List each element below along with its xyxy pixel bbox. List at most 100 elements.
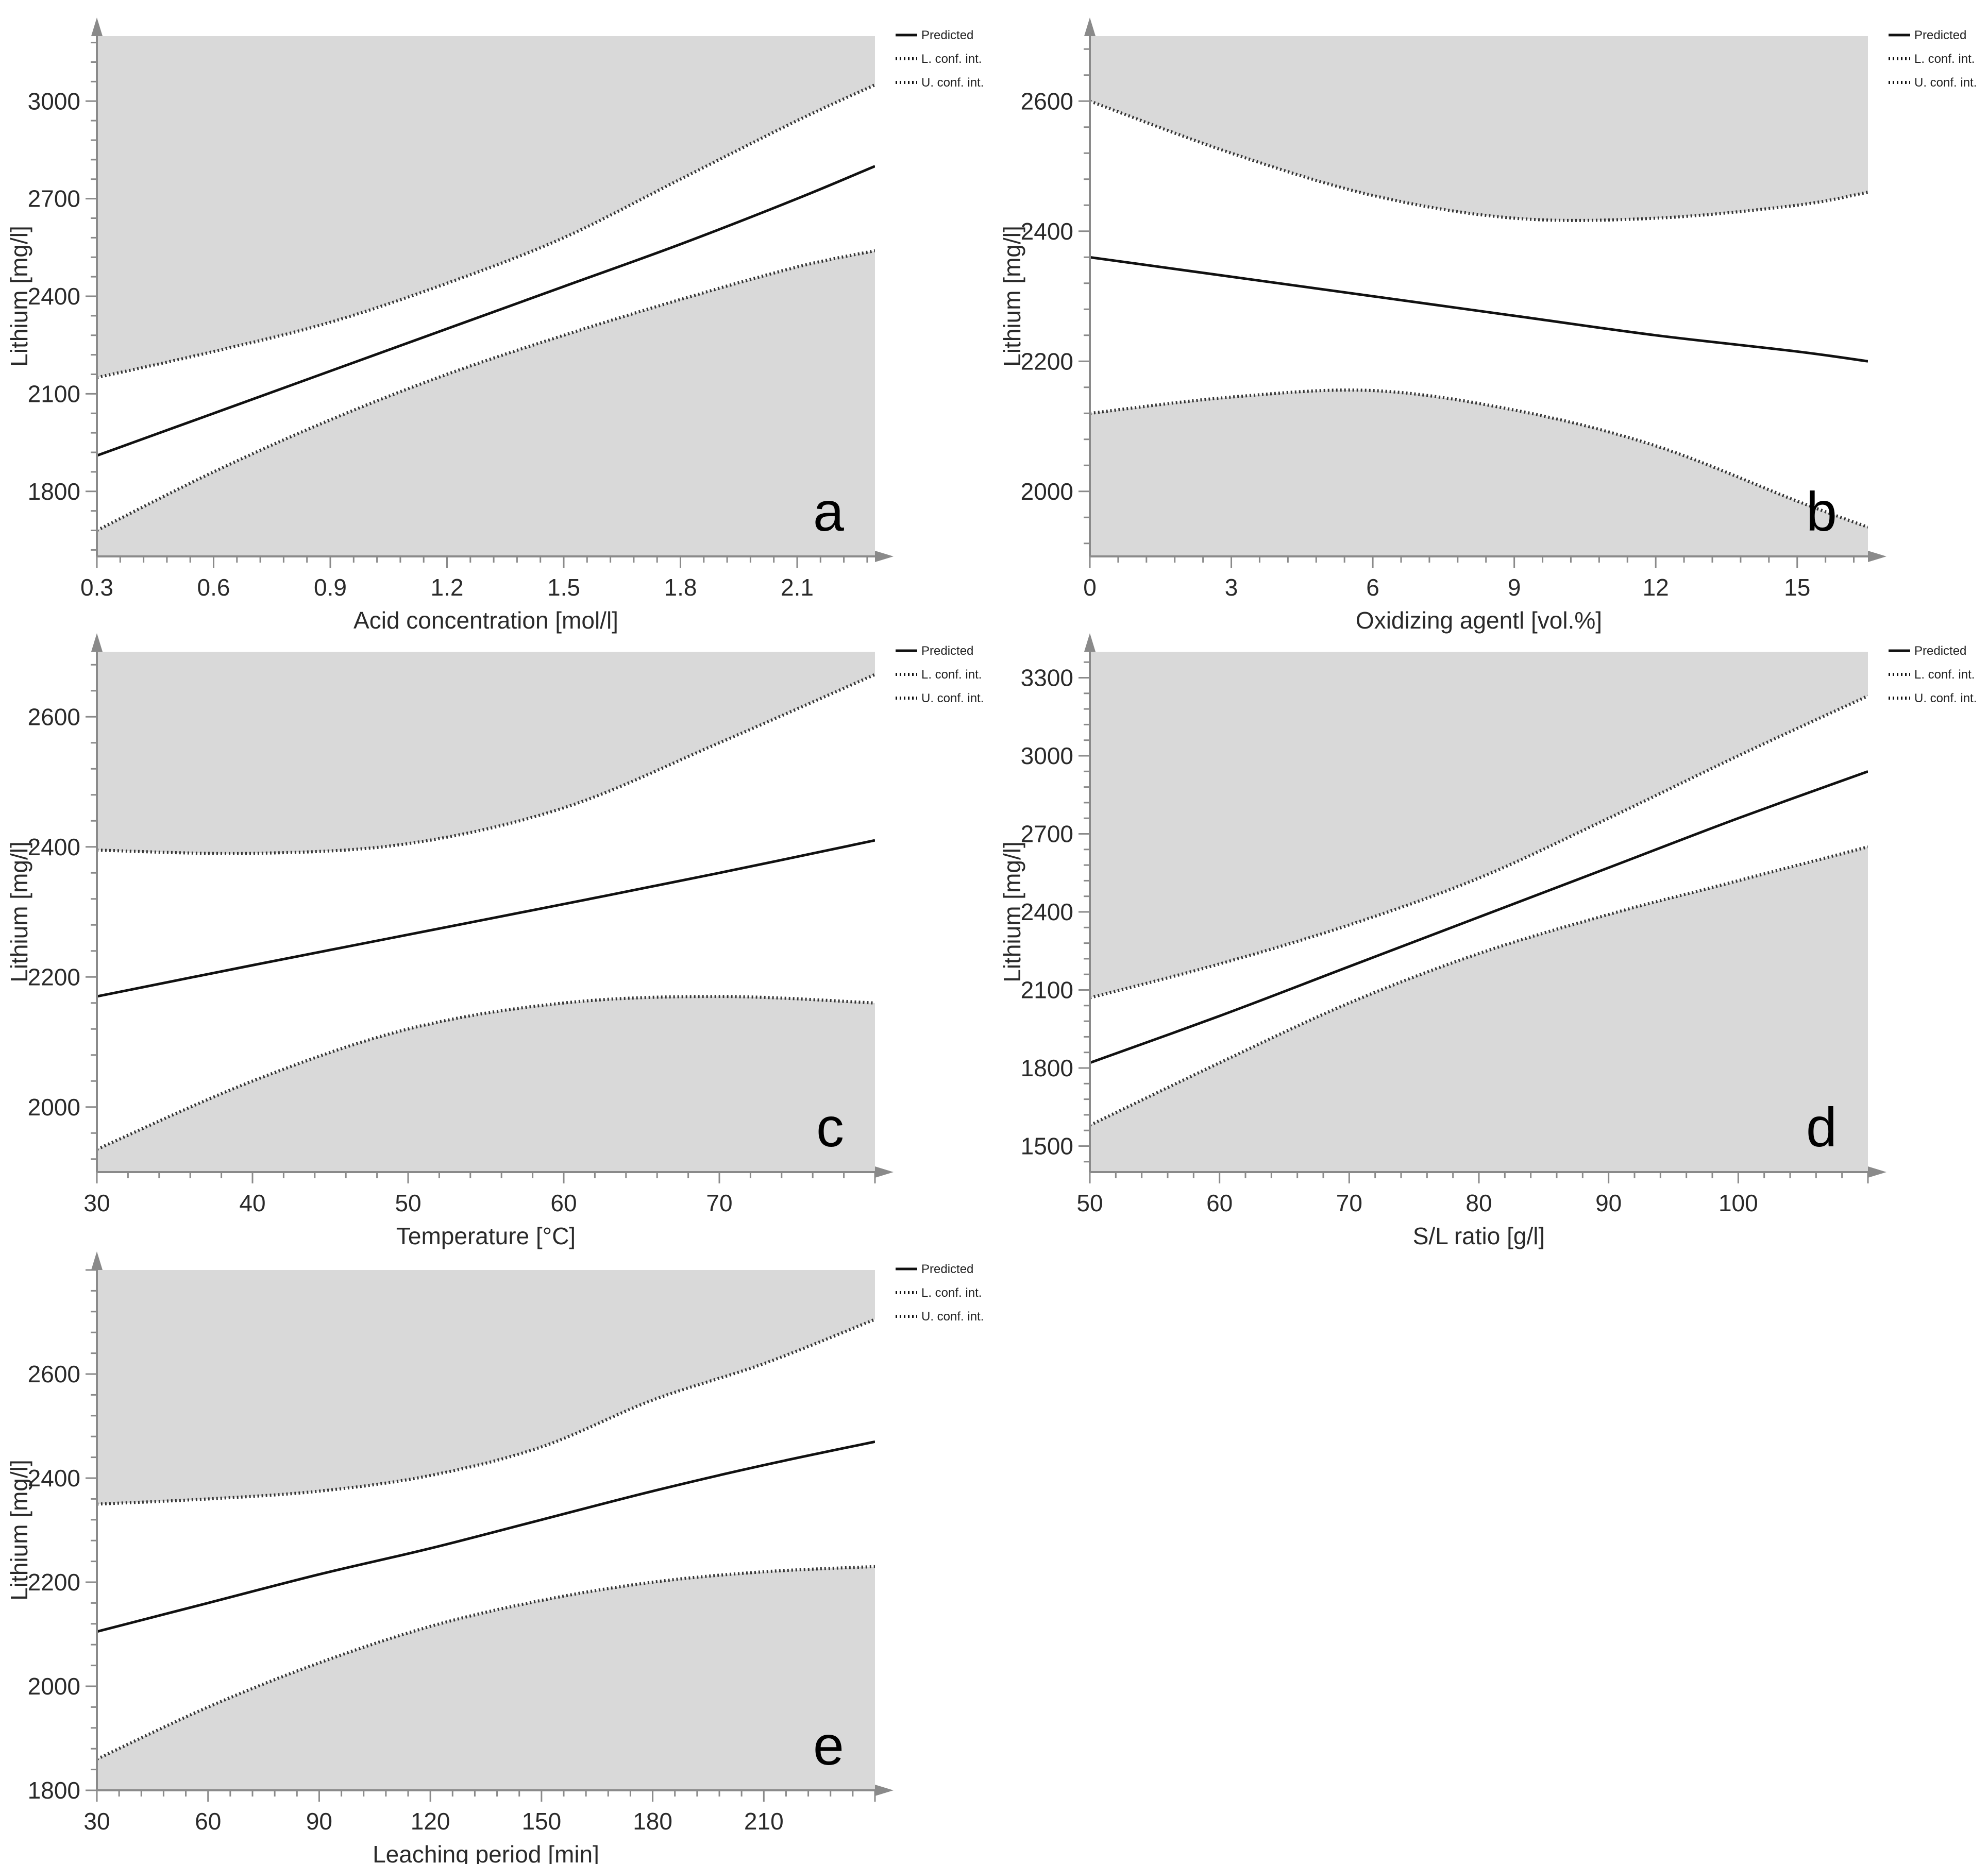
series-lower-conf	[1090, 845, 1868, 1127]
x-tick-label: 30	[83, 1808, 110, 1835]
series-lower-conf	[97, 1565, 875, 1761]
x-axis-label: Oxidizing agentl [vol.%]	[1356, 607, 1602, 634]
y-axis-label: Lithium [mg/l]	[999, 841, 1025, 982]
y-tick-label: 1800	[28, 478, 80, 505]
y-tick-label: 2700	[1021, 821, 1073, 848]
y-tick-label: 2000	[28, 1094, 80, 1121]
legend-entry: Predicted	[921, 28, 973, 42]
confidence-band	[97, 674, 875, 1149]
y-axis-arrow-icon	[1084, 633, 1096, 652]
x-tick-label: 70	[1336, 1190, 1362, 1216]
x-tick-label: 1.8	[664, 574, 697, 601]
y-axis-arrow-icon	[1084, 18, 1096, 36]
x-axis-arrow-icon	[875, 1166, 894, 1178]
legend-entry: L. conf. int.	[921, 52, 982, 66]
y-tick-label: 2100	[1021, 977, 1073, 1004]
x-tick-label: 60	[550, 1190, 577, 1216]
chart-panel-d: 50 60 70 80 90 100 1500 1800 2100 2400 2700 3000 330…	[999, 633, 1977, 1249]
y-tick-label: 2400	[28, 1465, 80, 1492]
x-tick-label: 0.9	[314, 574, 347, 601]
y-tick-label: 3000	[28, 88, 80, 114]
legend-entry: Predicted	[1914, 28, 1966, 42]
y-tick-label: 2200	[28, 963, 80, 990]
y-tick-label: 1500	[1021, 1133, 1073, 1160]
panel-letter: a	[813, 480, 845, 543]
series-lower-conf	[97, 249, 875, 532]
x-tick-label: 70	[706, 1190, 732, 1216]
y-tick-label: 2400	[28, 283, 80, 310]
chart-panel-b: 0 3 6 9 12 15 2000 2200 2400 2600 Oxidizing agentl…	[999, 18, 1977, 634]
x-axis-label: S/L ratio [g/l]	[1413, 1223, 1545, 1249]
panel-letter: e	[813, 1714, 844, 1776]
series-upper-conf	[1090, 99, 1868, 222]
confidence-band	[97, 84, 875, 531]
x-tick-label: 80	[1465, 1190, 1492, 1216]
x-tick-label: 60	[195, 1808, 221, 1835]
y-axis-arrow-icon	[91, 1251, 103, 1270]
x-tick-label: 3	[1225, 574, 1238, 601]
x-tick-label: 60	[1206, 1190, 1233, 1216]
x-tick-label: 150	[521, 1808, 561, 1835]
x-tick-label: 6	[1366, 574, 1379, 601]
y-tick-label: 2400	[1021, 218, 1073, 245]
x-tick-label: 210	[744, 1808, 784, 1835]
x-tick-label: 40	[239, 1190, 265, 1216]
x-tick-label: 120	[411, 1808, 450, 1835]
legend-entry: L. conf. int.	[1914, 52, 1975, 66]
series-lower-conf	[97, 995, 875, 1151]
series-predicted	[1090, 256, 1868, 363]
y-axis-arrow-icon	[91, 633, 103, 652]
x-tick-label: 180	[633, 1808, 672, 1835]
y-tick-label: 3000	[1021, 742, 1073, 769]
legend-entry: Predicted	[921, 1262, 973, 1276]
x-tick-label: 0.6	[197, 574, 230, 601]
confidence-band	[1090, 101, 1868, 528]
x-axis-arrow-icon	[875, 551, 894, 562]
y-tick-label: 2000	[1021, 478, 1073, 505]
x-tick-label: 0	[1083, 574, 1097, 601]
x-tick-label: 50	[1076, 1190, 1103, 1216]
chart-panel-e: 30 60 90 120 150 180 210 1800 2000 2200 2400 2600 Le…	[6, 1251, 984, 1864]
legend-entry: U. conf. int.	[921, 691, 984, 705]
legend-entry: L. conf. int.	[921, 668, 982, 682]
x-tick-label: 50	[395, 1190, 421, 1216]
y-tick-label: 2200	[28, 1569, 80, 1596]
y-axis-label: Lithium [mg/l]	[6, 841, 32, 982]
y-axis-label: Lithium [mg/l]	[6, 1460, 32, 1601]
confidence-band	[1090, 696, 1868, 1126]
x-tick-label: 1.5	[547, 574, 580, 601]
legend-entry: U. conf. int.	[1914, 76, 1977, 90]
legend-entry: L. conf. int.	[921, 1286, 982, 1300]
x-tick-label: 15	[1784, 574, 1810, 601]
confidence-band	[97, 1319, 875, 1759]
x-tick-label: 0.3	[80, 574, 113, 601]
y-axis-label: Lithium [mg/l]	[999, 226, 1025, 367]
y-axis-label: Lithium [mg/l]	[6, 226, 32, 367]
chart-panel-a: 0.3 0.6 0.9 1.2 1.5 1.8 2.1 1800 2100 2400 2700 300…	[6, 18, 984, 634]
legend-entry: U. conf. int.	[921, 76, 984, 90]
x-tick-label: 30	[83, 1190, 110, 1216]
y-tick-label: 2000	[28, 1673, 80, 1700]
legend-entry: L. conf. int.	[1914, 668, 1975, 682]
x-axis-arrow-icon	[1868, 1166, 1886, 1178]
x-tick-label: 100	[1719, 1190, 1758, 1216]
series-predicted	[97, 839, 875, 998]
y-tick-label: 3300	[1021, 665, 1073, 691]
x-axis-label: Leaching period [min]	[373, 1841, 599, 1864]
y-tick-label: 2600	[1021, 88, 1073, 114]
panel-letter: d	[1806, 1096, 1837, 1158]
series-predicted	[97, 165, 875, 457]
panel-letter: b	[1806, 480, 1837, 543]
x-axis-label: Acid concentration [mol/l]	[353, 607, 618, 634]
x-tick-label: 12	[1643, 574, 1669, 601]
y-tick-label: 2200	[1021, 348, 1073, 375]
legend-entry: Predicted	[1914, 644, 1966, 658]
x-tick-label: 1.2	[431, 574, 464, 601]
legend-entry: Predicted	[921, 644, 973, 658]
x-tick-label: 90	[306, 1808, 332, 1835]
x-axis-label: Temperature [°C]	[396, 1223, 576, 1249]
x-tick-label: 9	[1508, 574, 1521, 601]
y-tick-label: 2600	[28, 703, 80, 730]
y-tick-label: 2400	[1021, 899, 1073, 925]
